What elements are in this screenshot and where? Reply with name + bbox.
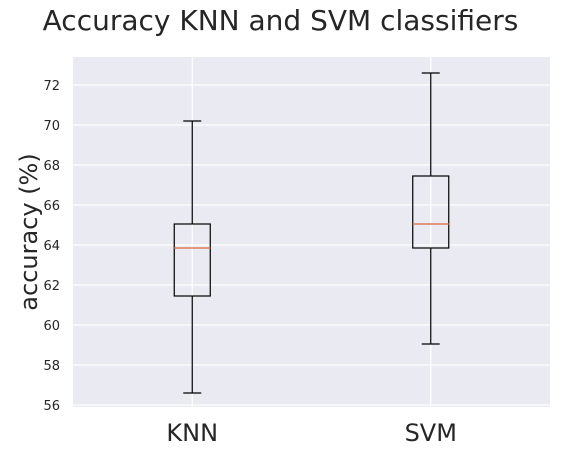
y-tick-label: 70 — [43, 119, 60, 134]
box-svm — [412, 72, 450, 345]
y-axis-label: accuracy (%) — [15, 153, 43, 310]
x-tick-label: SVM — [405, 419, 457, 447]
iqr-box — [412, 175, 450, 249]
box-knn — [173, 120, 211, 394]
y-tick-label: 72 — [43, 79, 60, 94]
y-tick-labels: 56 58 60 62 64 66 68 70 72 — [43, 79, 60, 414]
iqr-box — [173, 223, 211, 297]
x-tick-label: KNN — [166, 419, 218, 447]
chart-title: Accuracy KNN and SVM classifiers — [42, 4, 519, 37]
y-tick-label: 60 — [43, 319, 60, 334]
y-tick-label: 66 — [43, 199, 60, 214]
y-tick-label: 58 — [43, 359, 60, 374]
plot-area — [73, 57, 550, 407]
y-tick-label: 56 — [43, 399, 60, 414]
box-layer — [173, 72, 450, 394]
y-tick-label: 68 — [43, 159, 60, 174]
y-tick-label: 62 — [43, 279, 60, 294]
x-tick-labels: KNN SVM — [166, 419, 457, 447]
y-tick-label: 64 — [43, 239, 60, 254]
